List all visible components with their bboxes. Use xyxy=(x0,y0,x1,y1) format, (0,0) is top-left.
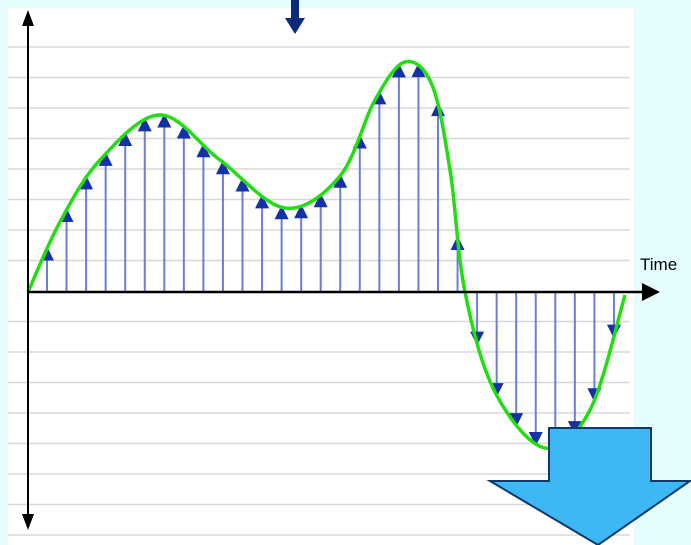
sample-arrowhead xyxy=(215,160,230,175)
grid xyxy=(8,46,630,536)
amplitude-arrow-up xyxy=(22,10,34,26)
amplitude-arrow-down xyxy=(22,514,34,530)
sample-arrowhead xyxy=(255,194,270,209)
sample-arrowhead xyxy=(294,204,309,219)
sample-arrowhead xyxy=(509,413,524,428)
sample-arrowhead xyxy=(176,124,191,139)
sample-arrowhead xyxy=(137,117,152,132)
sample-arrowhead xyxy=(313,193,328,208)
sample-arrowhead xyxy=(235,177,250,192)
sample-arrowhead xyxy=(196,143,211,158)
sample-arrowhead xyxy=(333,173,348,188)
sample-arrowhead xyxy=(528,432,543,447)
samples xyxy=(40,63,621,450)
top-arrow-head xyxy=(285,18,305,34)
sample-arrowhead xyxy=(411,63,426,78)
top-arrow-shaft xyxy=(291,0,299,20)
sample-arrowhead xyxy=(98,151,113,166)
sample-arrowhead xyxy=(391,63,406,78)
sample-arrowhead xyxy=(79,175,94,190)
sample-arrowhead xyxy=(157,113,172,128)
sample-arrowhead xyxy=(274,205,289,220)
signal-curve xyxy=(26,59,627,451)
time-axis-arrow xyxy=(642,283,660,301)
time-label: Time xyxy=(640,255,677,274)
big-down-arrow xyxy=(486,427,691,545)
sample-arrowhead xyxy=(118,131,133,146)
